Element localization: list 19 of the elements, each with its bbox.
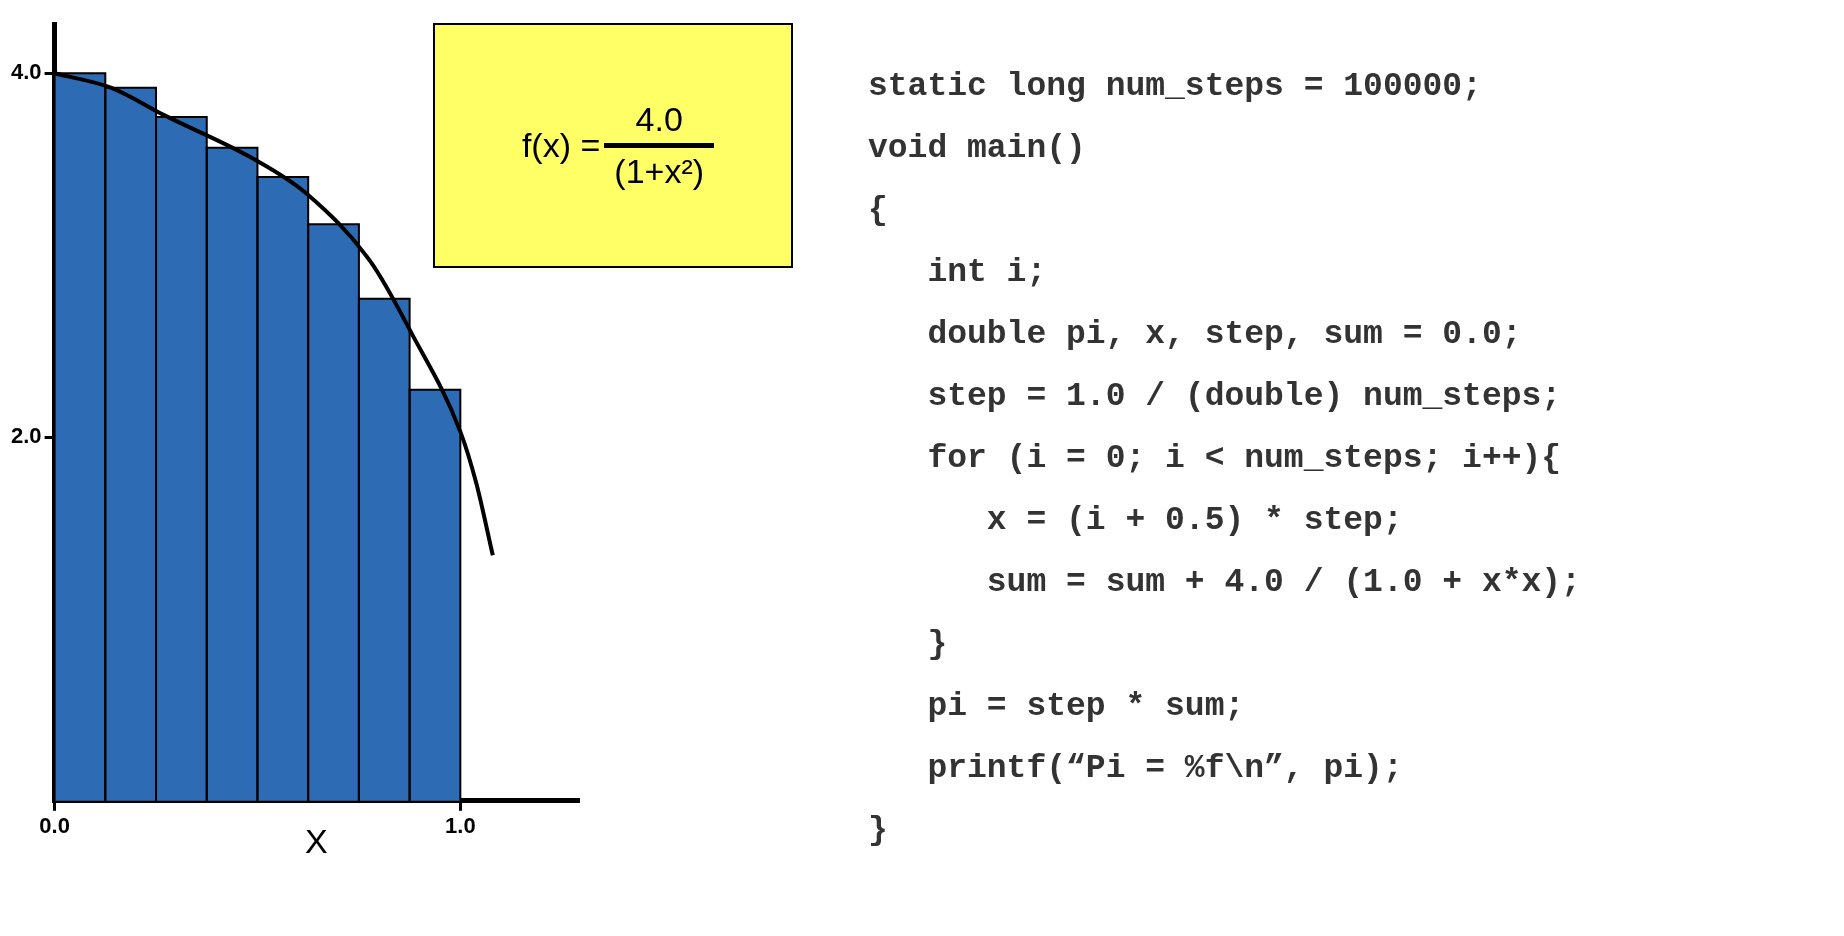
- x-tick-label: 0.0: [39, 813, 70, 839]
- text: void main(): [868, 130, 1087, 169]
- text: int i;: [926, 254, 1048, 293]
- text: sum = sum + 4.0 / (1.0 + x*x);: [985, 564, 1581, 603]
- text: step = 1.0 / (double) num_steps;: [926, 378, 1563, 417]
- y-tick-label: 4.0: [10, 59, 42, 85]
- y-tick-label: 2.0: [10, 423, 42, 449]
- text: static long num_steps = 100000;: [868, 68, 1483, 107]
- text: {: [868, 192, 889, 231]
- annotation: f(x) =: [521, 126, 601, 165]
- text: x = (i + 0.5) * step;: [985, 502, 1404, 541]
- text: double pi, x, step, sum = 0.0;: [926, 316, 1523, 355]
- text: for (i = 0; i < num_steps; i++){: [926, 440, 1563, 479]
- x-tick-label: 1.0: [445, 813, 476, 839]
- text: printf(“Pi = %f\n”, pi);: [926, 750, 1404, 789]
- x-axis-title: X: [304, 821, 328, 860]
- text: }: [868, 812, 889, 851]
- text: }: [926, 626, 949, 665]
- text: pi = step * sum;: [926, 688, 1246, 727]
